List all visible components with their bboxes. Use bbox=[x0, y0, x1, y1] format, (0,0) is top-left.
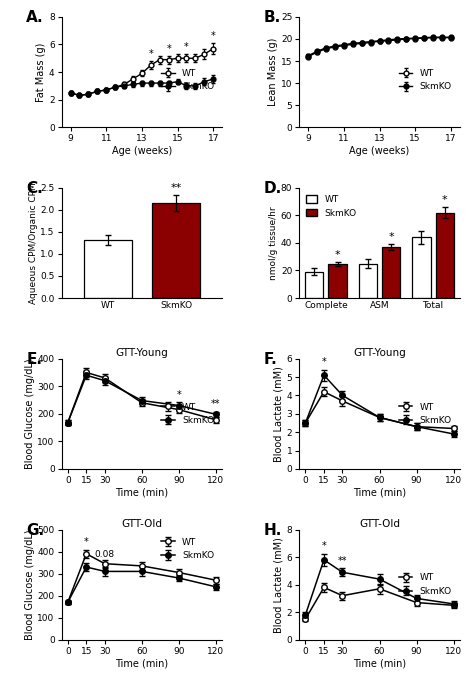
Bar bbox=[359, 263, 377, 298]
Legend: WT, SkmKO: WT, SkmKO bbox=[395, 66, 455, 95]
Y-axis label: nmol/g tissue/hr: nmol/g tissue/hr bbox=[269, 206, 278, 280]
Text: *: * bbox=[335, 250, 340, 260]
Legend: WT, SkmKO: WT, SkmKO bbox=[395, 570, 455, 600]
Text: *: * bbox=[388, 232, 394, 242]
X-axis label: Age (weeks): Age (weeks) bbox=[349, 146, 410, 156]
Y-axis label: Blood Glucose (mg/dL): Blood Glucose (mg/dL) bbox=[25, 358, 35, 469]
Legend: WT, SkmKO: WT, SkmKO bbox=[157, 534, 218, 564]
Text: **: ** bbox=[211, 399, 221, 410]
Legend: WT, SkmKO: WT, SkmKO bbox=[157, 66, 218, 95]
X-axis label: Age (weeks): Age (weeks) bbox=[112, 146, 172, 156]
Bar bbox=[436, 213, 454, 298]
Y-axis label: Blood Lactate (mM): Blood Lactate (mM) bbox=[274, 537, 284, 632]
Title: GTT-Old: GTT-Old bbox=[359, 519, 400, 529]
Y-axis label: Blood Lactate (mM): Blood Lactate (mM) bbox=[274, 366, 284, 462]
Text: B.: B. bbox=[264, 10, 281, 25]
Y-axis label: Lean Mass (g): Lean Mass (g) bbox=[268, 38, 278, 106]
Text: 0.08: 0.08 bbox=[95, 550, 115, 559]
X-axis label: Time (min): Time (min) bbox=[115, 659, 168, 668]
Legend: WT, SkmKO: WT, SkmKO bbox=[304, 192, 359, 220]
Legend: WT, SkmKO: WT, SkmKO bbox=[395, 399, 455, 429]
Text: *: * bbox=[166, 44, 171, 53]
Text: *: * bbox=[184, 43, 189, 52]
X-axis label: Time (min): Time (min) bbox=[115, 487, 168, 498]
Text: *: * bbox=[442, 196, 447, 205]
Text: H.: H. bbox=[264, 523, 283, 538]
Text: C.: C. bbox=[26, 181, 43, 196]
Text: **: ** bbox=[171, 183, 182, 193]
Legend: WT, SkmKO: WT, SkmKO bbox=[157, 399, 218, 429]
Title: GTT-Young: GTT-Young bbox=[116, 348, 168, 358]
Text: G.: G. bbox=[26, 523, 45, 538]
Text: *: * bbox=[321, 542, 326, 552]
Bar bbox=[382, 247, 401, 298]
Bar bbox=[412, 238, 430, 298]
Title: GTT-Young: GTT-Young bbox=[353, 348, 406, 358]
Y-axis label: Aqueous CPM/Organic CPM: Aqueous CPM/Organic CPM bbox=[28, 182, 37, 304]
Text: A.: A. bbox=[26, 10, 44, 25]
X-axis label: Time (min): Time (min) bbox=[353, 487, 406, 498]
Text: *: * bbox=[211, 31, 216, 41]
X-axis label: Time (min): Time (min) bbox=[353, 659, 406, 668]
Text: *: * bbox=[84, 537, 89, 547]
Text: *: * bbox=[177, 390, 182, 400]
Title: GTT-Old: GTT-Old bbox=[121, 519, 163, 529]
Text: D.: D. bbox=[264, 181, 282, 196]
Text: *: * bbox=[321, 357, 326, 368]
Bar bbox=[305, 272, 323, 298]
Y-axis label: Fat Mass (g): Fat Mass (g) bbox=[36, 43, 46, 102]
Bar bbox=[152, 203, 200, 298]
Text: **: ** bbox=[337, 556, 347, 566]
Text: E.: E. bbox=[26, 352, 42, 367]
Text: F.: F. bbox=[264, 352, 278, 367]
Bar bbox=[84, 240, 132, 298]
Bar bbox=[328, 263, 347, 298]
Text: *: * bbox=[148, 49, 153, 59]
Y-axis label: Blood Glucose (mg/dL): Blood Glucose (mg/dL) bbox=[25, 529, 35, 640]
